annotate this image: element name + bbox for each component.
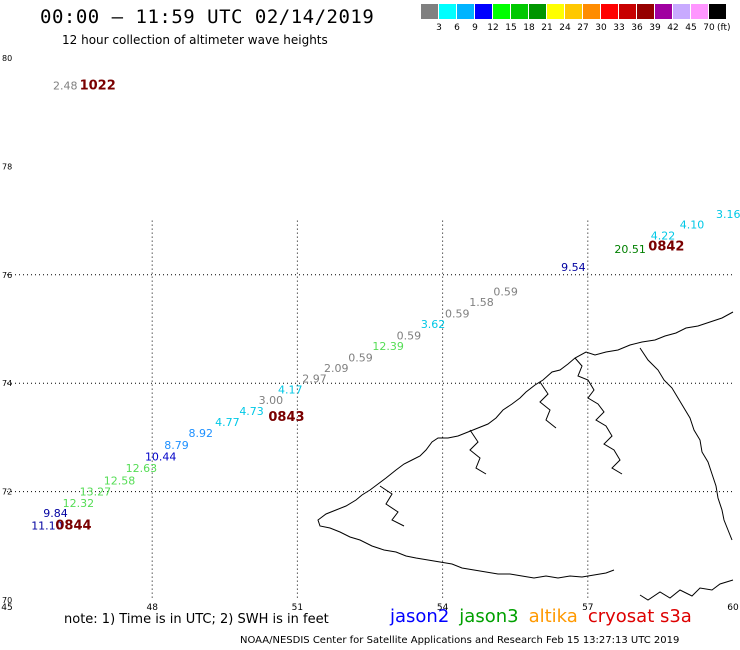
legend-swatch	[439, 4, 457, 19]
wave-height-value: 9.54	[561, 261, 586, 274]
wave-height-value: 3.62	[421, 318, 446, 331]
wave-height-value: 12.58	[104, 475, 136, 488]
legend-swatch	[601, 4, 619, 19]
wave-height-value: 10.44	[145, 451, 177, 464]
legend-swatch	[475, 4, 493, 19]
legend-label: 15	[505, 23, 517, 33]
wave-height-value: 4.17	[278, 383, 303, 396]
satellite-legend-entry: altika	[528, 606, 578, 627]
legend-swatch	[511, 4, 529, 19]
pass-time-label: 0842	[648, 239, 684, 254]
wave-height-value: 8.79	[164, 439, 189, 452]
satellite-legend-entry: jason3	[459, 606, 519, 627]
wave-height-value: 3.16	[716, 208, 740, 221]
wave-height-value: 9.84	[43, 507, 68, 520]
wave-height-value: 12.63	[126, 462, 158, 475]
legend-label: 21	[541, 23, 553, 33]
legend-swatch	[619, 4, 637, 19]
pass-time-labels: 1022 0844 0843 0842	[55, 78, 684, 533]
legend-label: 27	[577, 23, 589, 33]
legend-swatch	[583, 4, 601, 19]
latitude-tick-label: 72	[2, 488, 12, 497]
wave-height-value: 20.51	[614, 243, 646, 256]
wave-height-value: 3.00	[259, 394, 284, 407]
mainland-coast-south	[639, 579, 734, 601]
legend-label: 39	[649, 23, 661, 33]
map-title: 00:00 – 11:59 UTC 02/14/2019	[40, 6, 375, 28]
wave-height-value: 0.59	[397, 329, 422, 342]
credit-line: NOAA/NESDIS Center for Satellite Applica…	[240, 635, 680, 646]
wave-height-value: 4.73	[239, 405, 264, 418]
latitude-tick-label: 74	[2, 379, 12, 388]
legend-label: 24	[559, 23, 571, 33]
wave-height-value: 2.48	[53, 79, 77, 92]
longitude-tick-label: 48	[146, 603, 158, 613]
legend-label: 42	[667, 23, 679, 33]
legend-label: 33	[613, 23, 625, 33]
latitude-tick-label: 78	[2, 162, 12, 171]
wave-height-value: 1.58	[469, 296, 494, 309]
axis-labels: 45 48 51 54 57 60 80 78 76 74 72 70	[1, 54, 739, 613]
legend-label: 6	[454, 23, 460, 33]
longitude-tick-label: 54	[437, 603, 449, 613]
longitude-tick-label: 51	[292, 603, 303, 613]
legend-swatch	[637, 4, 655, 19]
coastline-east-inner	[639, 347, 733, 541]
wave-height-value: 2.09	[324, 362, 349, 375]
legend-swatch	[691, 4, 709, 19]
legend-swatch	[457, 4, 475, 19]
wave-height-value: 0.59	[445, 308, 470, 321]
legend-swatch	[655, 4, 673, 19]
longitude-tick-label: 60	[727, 603, 739, 613]
graticule	[7, 220, 733, 600]
altimeter-observations: 2.4811.109.8412.3213.2712.5812.6310.448.…	[31, 79, 740, 532]
legend-swatch	[493, 4, 511, 19]
novaya-zemlya-north-island-outline	[317, 311, 734, 579]
longitude-tick-label: 57	[582, 603, 593, 613]
satellite-legend-entry: jason2	[390, 606, 450, 627]
pass-time-label: 1022	[80, 78, 116, 93]
latitude-tick-label: 80	[2, 54, 12, 63]
coastline-inlets	[379, 357, 623, 527]
legend-label: 18	[523, 23, 535, 33]
wave-height-value: 4.10	[680, 219, 705, 232]
wave-height-value: 11.10	[31, 520, 63, 533]
wave-height-value: 2.97	[302, 373, 327, 386]
footer-note: note: 1) Time is in UTC; 2) SWH is in fe…	[64, 612, 329, 627]
wave-height-value: 0.59	[348, 352, 373, 365]
pass-time-label: 0843	[268, 410, 304, 425]
wave-height-value: 4.22	[651, 230, 676, 243]
satellite-legend-entry: cryosat s3a	[587, 606, 692, 627]
satellite-legend: jason2 jason3 altika cryosat s3a	[390, 606, 702, 627]
wave-height-value: 0.59	[493, 285, 518, 298]
wave-height-value: 13.27	[80, 485, 112, 498]
latitude-tick-label: 76	[2, 271, 12, 280]
legend-label: 45	[685, 23, 697, 33]
wave-height-value: 12.39	[372, 340, 404, 353]
legend-swatch	[565, 4, 583, 19]
map-subtitle: 12 hour collection of altimeter wave hei…	[62, 33, 328, 47]
coastline	[317, 311, 734, 601]
legend-label: 70	[703, 23, 715, 33]
longitude-tick-label: 45	[1, 603, 12, 613]
legend-swatch	[709, 4, 727, 19]
legend-swatch	[529, 4, 547, 19]
pass-time-label: 0844	[55, 519, 91, 534]
legend-label: 36	[631, 23, 643, 33]
legend-label: 30	[595, 23, 607, 33]
wave-height-value: 8.92	[189, 427, 214, 440]
legend-swatch	[547, 4, 565, 19]
wave-height-value: 4.77	[215, 416, 240, 429]
legend-swatch	[421, 4, 439, 19]
legend-unit: (ft)	[717, 23, 731, 33]
legend-label: 12	[487, 23, 499, 33]
legend-swatch	[673, 4, 691, 19]
legend-label: 9	[472, 23, 478, 33]
latitude-tick-label: 70	[2, 596, 12, 605]
legend-label: 3	[436, 23, 442, 33]
wave-height-value: 12.32	[63, 497, 95, 510]
